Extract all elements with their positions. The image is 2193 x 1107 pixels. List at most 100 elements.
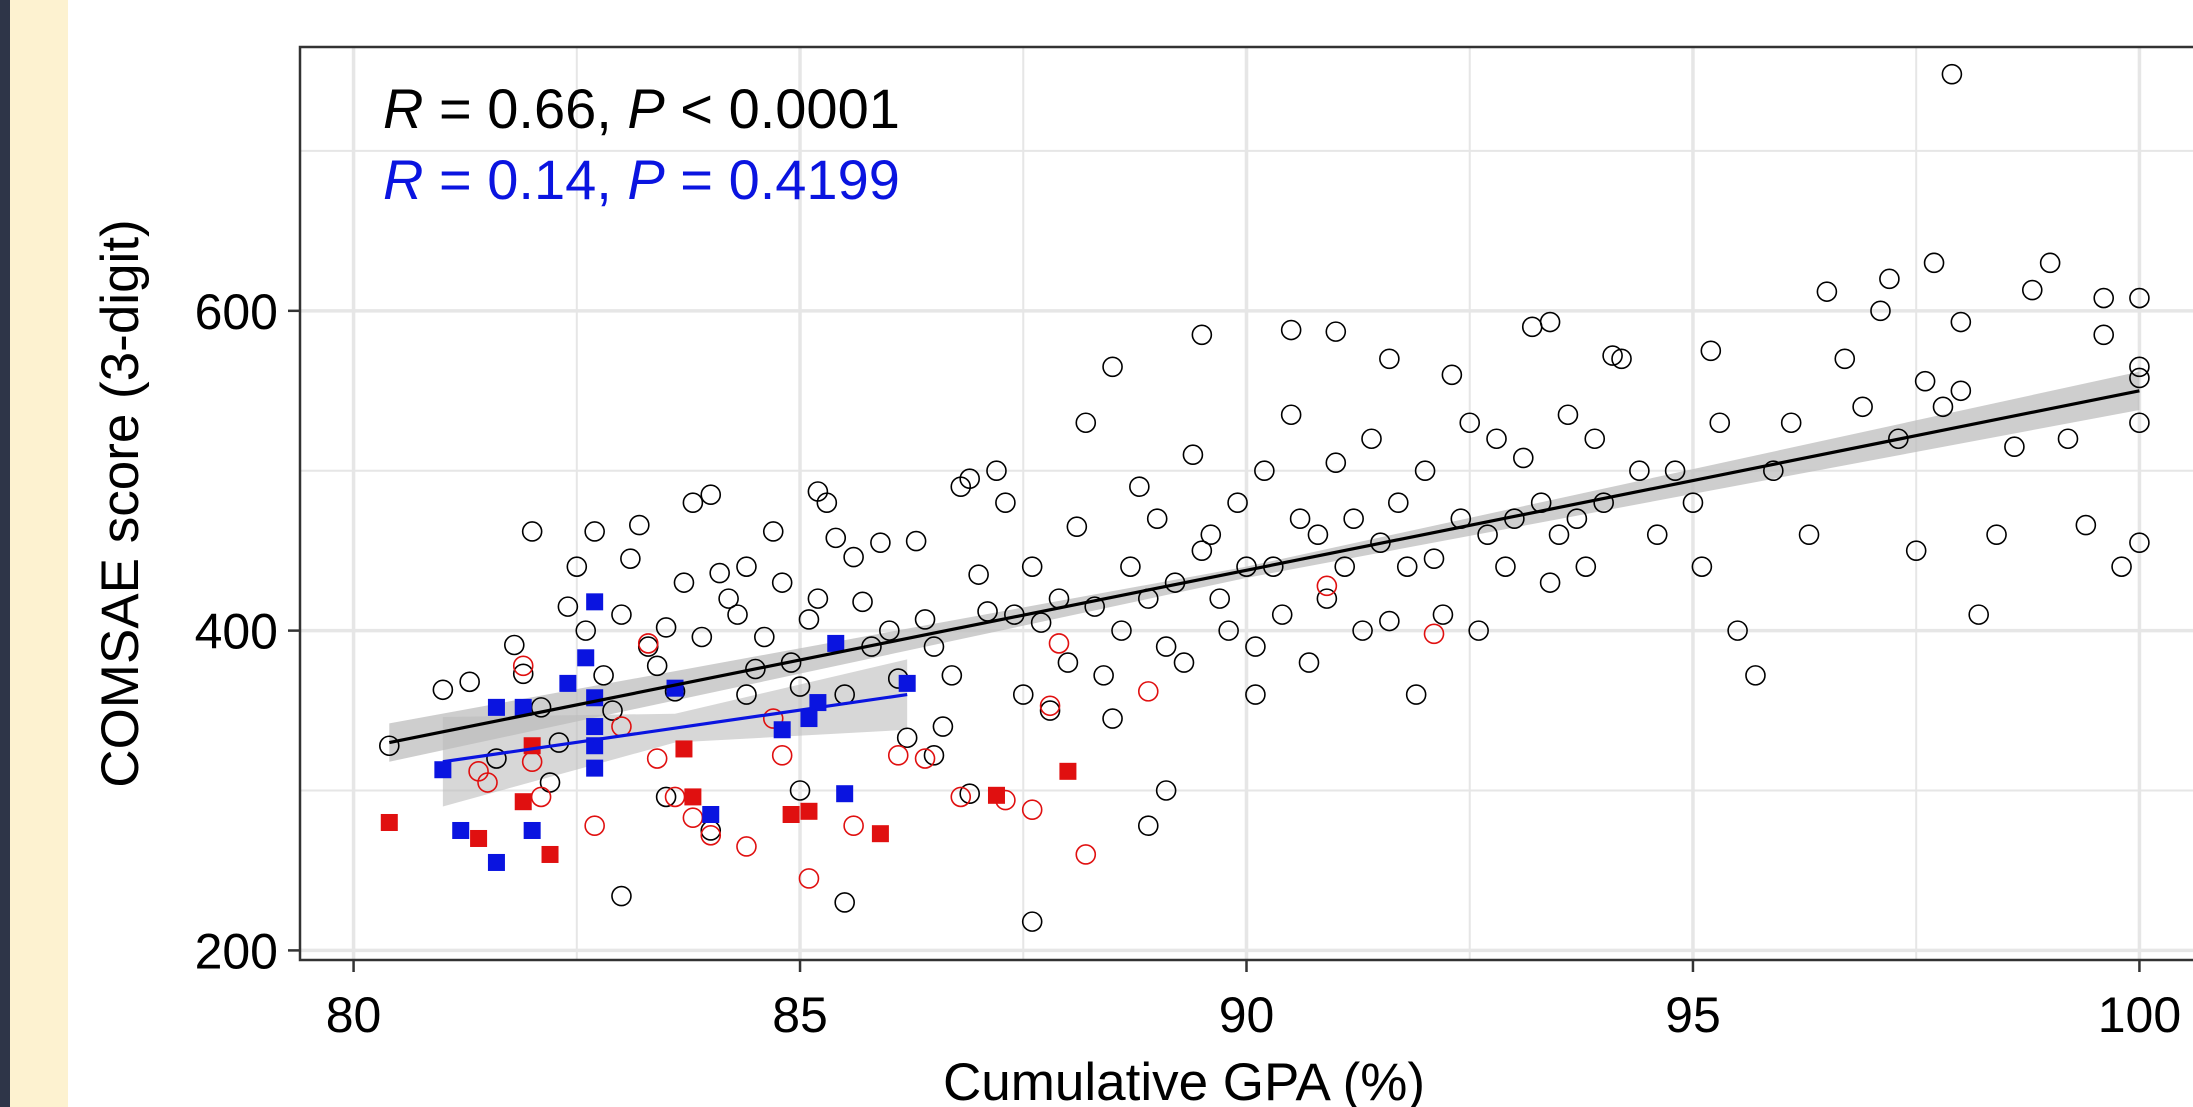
data-point-circle — [1950, 311, 1972, 333]
data-point-circle — [1870, 300, 1891, 322]
data-point-circle — [1477, 524, 1498, 545]
data-point-circle — [1459, 412, 1481, 434]
data-point-circle — [1173, 652, 1195, 673]
data-point-circle — [1379, 348, 1400, 370]
data-point-circle — [736, 836, 757, 857]
data-point-circle — [459, 671, 480, 693]
data-point-circle — [2129, 532, 2150, 553]
data-point-square — [514, 793, 532, 811]
data-point-circle — [1798, 524, 1820, 545]
correlation-annotation: R = 0.66, P < 0.0001 — [383, 77, 900, 140]
data-point-circle — [1137, 681, 1159, 702]
data-point-circle — [2129, 287, 2150, 309]
data-point-circle — [1137, 815, 1159, 836]
data-point-circle — [754, 626, 775, 648]
data-point-circle — [789, 780, 811, 801]
data-point-circle — [1066, 516, 1088, 537]
y-tick-label: 600 — [195, 284, 278, 340]
annotation-symbol: P — [627, 148, 664, 211]
data-point-circle — [682, 492, 704, 514]
data-point-circle — [646, 655, 668, 677]
data-point-circle — [1602, 345, 1623, 366]
data-point-circle — [1691, 556, 1713, 577]
data-point-circle — [1039, 695, 1061, 717]
data-point-circle — [1396, 556, 1418, 577]
data-point-circle — [1361, 428, 1382, 450]
data-point-circle — [378, 735, 400, 757]
data-point-circle — [2004, 436, 2025, 458]
x-tick-label: 95 — [1665, 987, 1721, 1043]
data-point-circle — [2057, 428, 2079, 450]
data-point-circle — [602, 700, 623, 721]
data-point-circle — [1709, 412, 1731, 434]
data-point-circle — [709, 562, 730, 584]
data-point-circle — [1923, 252, 1945, 274]
data-point-circle — [745, 658, 766, 680]
annotation-value: = 0.66, — [423, 77, 627, 140]
y-axis-title: COMSAE score (3-digit) — [91, 219, 150, 787]
x-tick-label: 85 — [772, 987, 828, 1043]
data-point-circle — [1968, 604, 1989, 625]
data-point-circle — [1120, 556, 1141, 577]
data-point-square — [559, 674, 577, 692]
data-point-square — [434, 761, 452, 779]
data-point-square — [675, 740, 693, 758]
data-point-circle — [1852, 396, 1873, 418]
data-point-square — [1059, 762, 1077, 780]
data-point-circle — [1325, 452, 1347, 474]
data-point-circle — [611, 885, 632, 907]
data-point-circle — [700, 824, 722, 846]
data-point-circle — [1227, 492, 1248, 514]
data-point-circle — [1012, 684, 1034, 705]
data-point-square — [666, 679, 684, 697]
data-point-square — [577, 649, 595, 667]
data-point-circle — [1209, 588, 1231, 609]
data-point-circle — [879, 620, 900, 641]
correlation-annotation: R = 0.14, P = 0.4199 — [383, 148, 900, 211]
data-point-circle — [807, 588, 829, 609]
data-point-square — [684, 788, 702, 806]
fit-lines — [388, 389, 2140, 764]
data-point-circle — [762, 708, 784, 729]
data-point-circle — [1191, 540, 1213, 561]
data-point-circle — [1646, 524, 1668, 545]
data-point-circle — [1539, 311, 1561, 333]
data-point-square — [800, 802, 818, 820]
data-point-circle — [521, 521, 543, 542]
data-point-circle — [1611, 348, 1632, 370]
data-point-circle — [887, 745, 909, 766]
data-point-circle — [2093, 324, 2115, 346]
data-point-square — [541, 845, 559, 863]
data-point-circle — [1200, 524, 1222, 545]
data-point-circle — [1682, 492, 1704, 514]
x-tick-label: 100 — [2098, 987, 2181, 1043]
data-point-circle — [700, 820, 722, 841]
data-point-square — [487, 698, 505, 716]
data-point-circle — [1405, 684, 1427, 705]
data-point-circle — [1986, 524, 2007, 545]
data-point-circle — [1414, 460, 1436, 482]
data-point-circle — [1700, 340, 1722, 362]
data-point-circle — [1468, 620, 1489, 641]
regression-line — [442, 692, 908, 764]
correlation-annotations: R = 0.66, P < 0.0001 R = 0.14, P = 0.4199 — [383, 77, 900, 211]
data-point-circle — [1629, 460, 1650, 482]
data-point-circle — [646, 748, 668, 769]
data-point-circle — [1245, 636, 1266, 657]
data-point-circle — [1763, 460, 1784, 482]
data-point-circle — [1593, 492, 1614, 514]
data-point-square — [827, 634, 845, 652]
data-point-circle — [1280, 319, 1302, 341]
data-point-circle — [1191, 324, 1213, 346]
data-point-circle — [1343, 508, 1364, 529]
data-point-circle — [584, 521, 605, 542]
data-point-circle — [950, 786, 972, 808]
data-point-circle — [477, 772, 498, 793]
data-point-circle — [655, 786, 677, 808]
x-tick-label: 90 — [1219, 987, 1275, 1043]
y-tick-label: 400 — [195, 604, 278, 660]
data-point-circle — [1423, 548, 1445, 569]
data-point-circle — [2111, 556, 2132, 577]
plot-panel-border — [298, 45, 2193, 962]
data-point-square — [487, 853, 505, 871]
